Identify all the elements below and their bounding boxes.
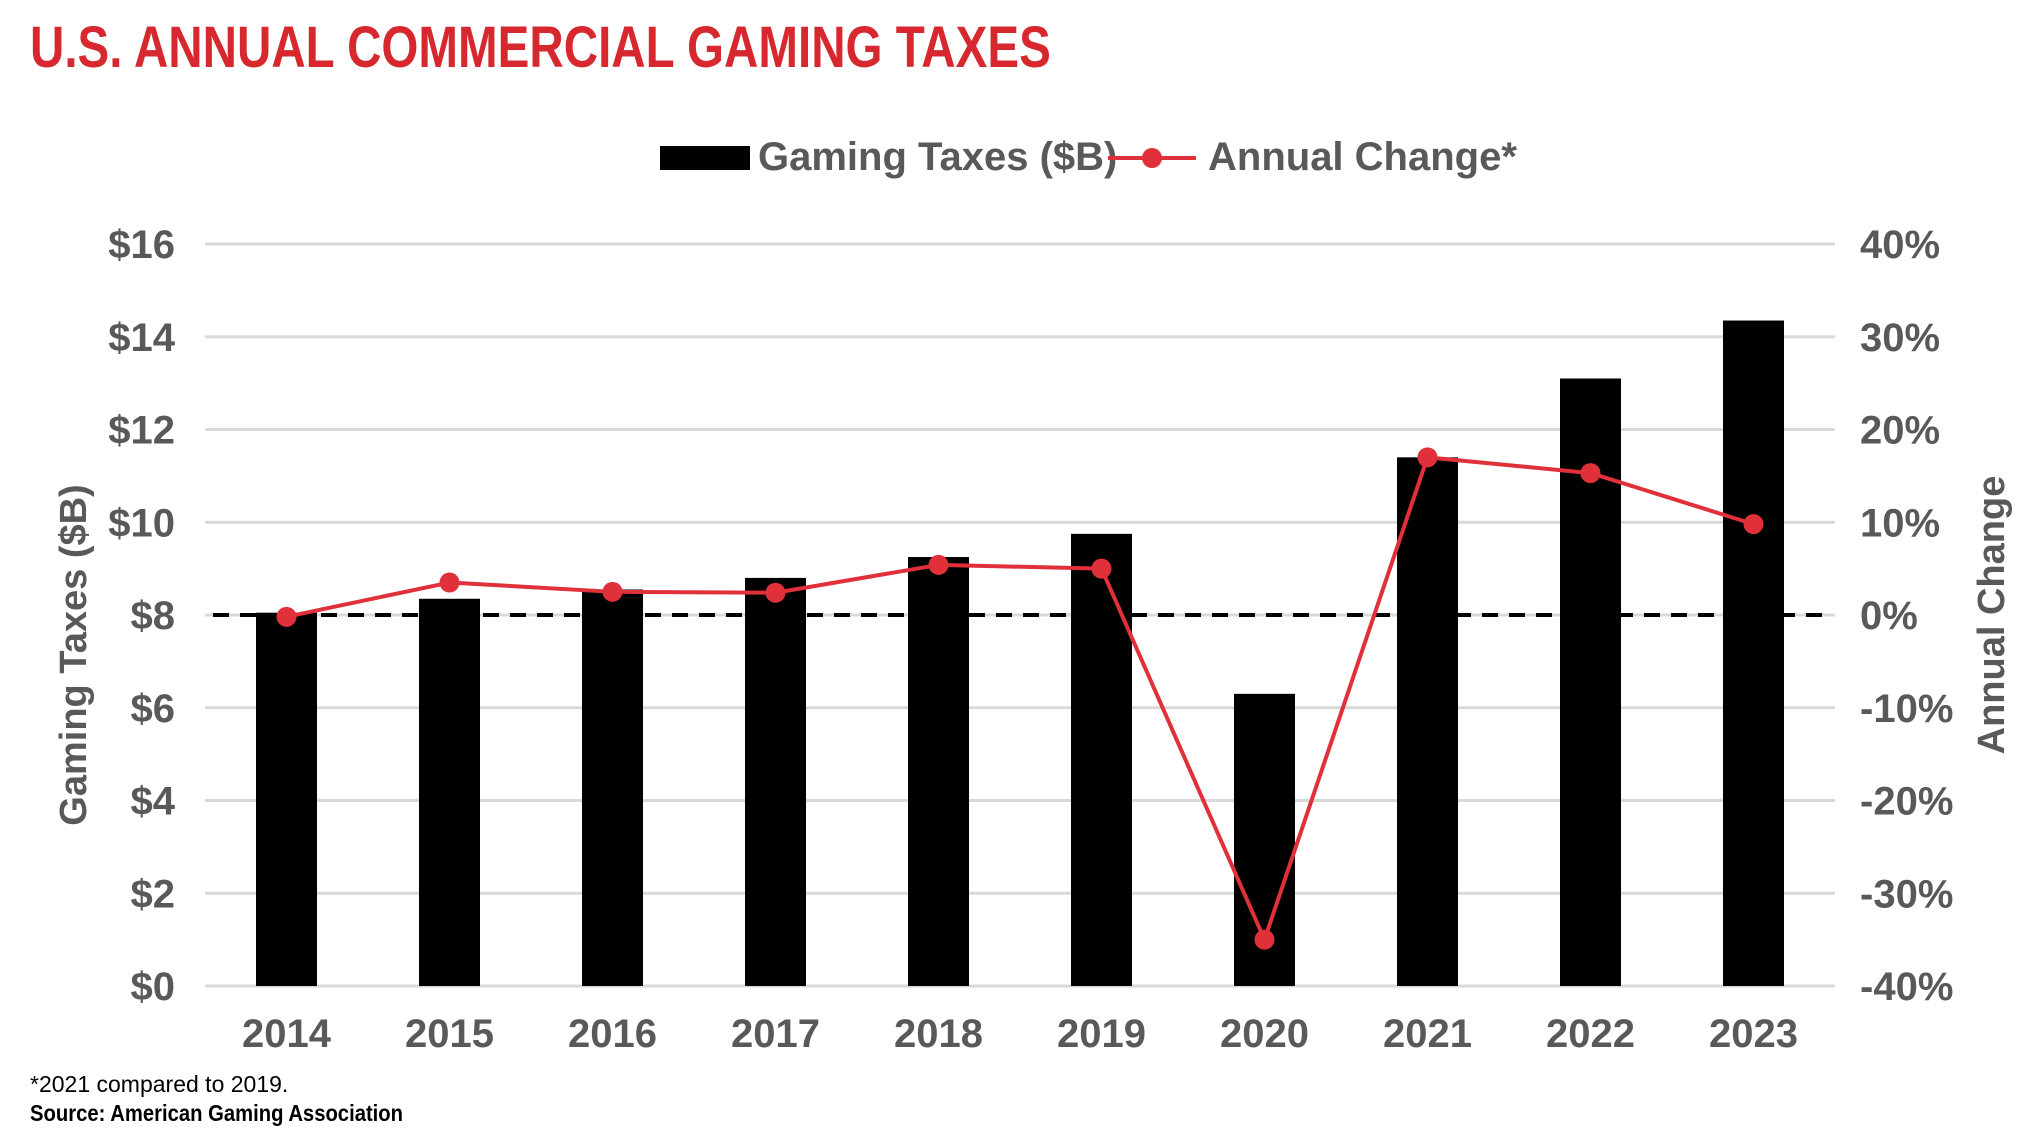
bar-2019 xyxy=(1071,533,1132,986)
bar-2015 xyxy=(419,598,480,986)
y-tick-label: $12 xyxy=(108,409,175,453)
x-tick-label: 2019 xyxy=(1057,1012,1146,1056)
bar-2023 xyxy=(1723,320,1784,986)
annual-change-line xyxy=(276,447,1764,950)
y-tick-label: $6 xyxy=(131,687,176,731)
bar-2017 xyxy=(745,577,806,986)
bars xyxy=(256,320,1784,986)
right-axis-ticks: -40% -30% -20% -10% 0% 10% 20% 30% 40% xyxy=(1860,223,1953,1009)
annual-change-point-2016 xyxy=(602,581,623,602)
y-axis-title: Gaming Taxes ($B) xyxy=(53,484,95,825)
y2-tick-label: 40% xyxy=(1860,223,1940,267)
x-tick-label: 2015 xyxy=(405,1012,494,1056)
bar-2018 xyxy=(908,557,969,986)
source-note: Source: American Gaming Association xyxy=(30,1100,404,1126)
annual-change-point-2022 xyxy=(1580,463,1601,484)
y2-tick-label: -30% xyxy=(1860,872,1953,916)
annual-change-point-2017 xyxy=(765,582,786,603)
legend: Gaming Taxes ($B) Annual Change* xyxy=(660,135,1517,179)
x-tick-label: 2014 xyxy=(242,1012,332,1056)
y2-tick-label: 20% xyxy=(1860,409,1940,453)
x-tick-label: 2023 xyxy=(1709,1012,1798,1056)
y-tick-label: $16 xyxy=(108,223,175,267)
y2-tick-label: -20% xyxy=(1860,780,1953,824)
annual-change-point-2018 xyxy=(928,554,949,575)
y-tick-label: $10 xyxy=(108,501,175,545)
annual-change-point-2014 xyxy=(276,606,297,627)
annual-change-point-2021 xyxy=(1417,447,1438,468)
annual-change-point-2020 xyxy=(1254,929,1275,950)
bar-2021 xyxy=(1397,457,1458,986)
y-tick-label: $4 xyxy=(131,780,176,824)
bar-2014 xyxy=(256,612,317,986)
annual-change-point-2015 xyxy=(439,572,460,593)
y2-axis-title: Annual Change xyxy=(1971,476,2013,755)
x-tick-label: 2018 xyxy=(894,1012,983,1056)
left-axis-ticks: $0 $2 $4 $6 $8 $10 $12 $14 $16 xyxy=(108,223,175,1009)
annual-change-point-2019 xyxy=(1091,558,1112,579)
chart-title: U.S. ANNUAL COMMERCIAL GAMING TAXES xyxy=(30,15,1051,80)
x-tick-label: 2020 xyxy=(1220,1012,1309,1056)
legend-line-marker xyxy=(1142,148,1162,168)
y2-tick-label: 0% xyxy=(1860,594,1918,638)
bar-2016 xyxy=(582,589,643,986)
y-tick-label: $8 xyxy=(131,594,176,638)
x-tick-label: 2016 xyxy=(568,1012,657,1056)
y2-tick-label: -40% xyxy=(1860,965,1953,1009)
legend-line-label: Annual Change* xyxy=(1208,135,1517,179)
x-axis-ticks: 2014 2015 2016 2017 2018 2019 2020 2021 2022 2023 xyxy=(242,1012,1798,1056)
x-tick-label: 2017 xyxy=(731,1012,820,1056)
y2-tick-label: 30% xyxy=(1860,316,1940,360)
y2-tick-label: 10% xyxy=(1860,501,1940,545)
y2-tick-label: -10% xyxy=(1860,687,1953,731)
legend-bar-swatch xyxy=(660,146,750,170)
y-tick-label: $0 xyxy=(131,965,176,1009)
y-tick-label: $14 xyxy=(108,316,175,360)
x-tick-label: 2021 xyxy=(1383,1012,1472,1056)
x-tick-label: 2022 xyxy=(1546,1012,1635,1056)
legend-bar-label: Gaming Taxes ($B) xyxy=(758,135,1117,179)
annual-change-point-2023 xyxy=(1743,514,1764,535)
y-tick-label: $2 xyxy=(131,872,176,916)
annual-change-path xyxy=(286,455,1755,942)
footnote: *2021 compared to 2019. xyxy=(30,1071,289,1097)
